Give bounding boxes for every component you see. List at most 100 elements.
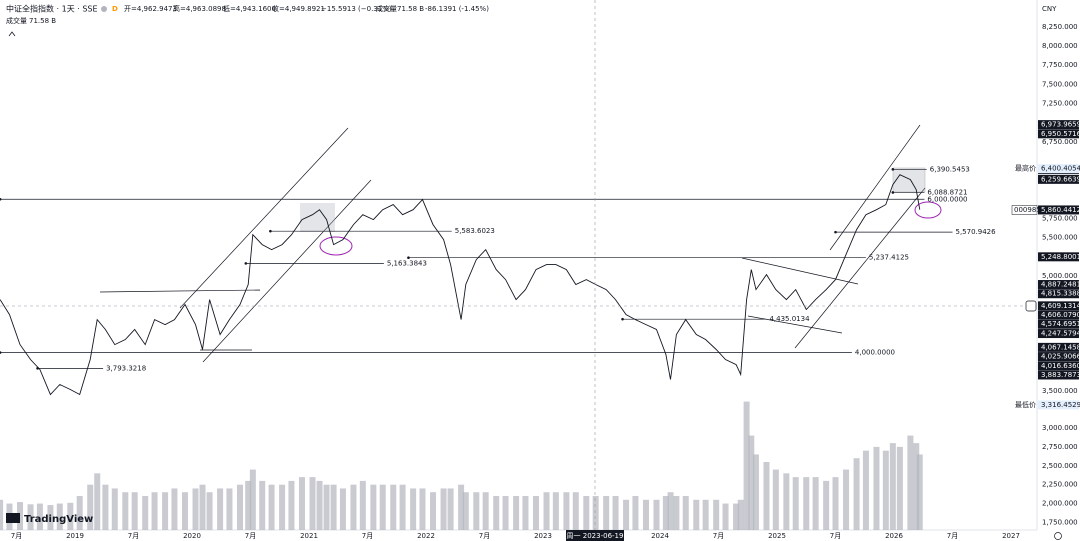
volume-bar: [323, 484, 330, 530]
y-tick-label: 5,000.000: [1042, 272, 1078, 280]
volume-bar: [249, 469, 256, 530]
volume-bar: [206, 492, 213, 530]
volume-bar: [199, 484, 206, 530]
y-tick-label: 7,750.000: [1042, 61, 1078, 69]
extreme-label: 3,316.4529: [1041, 401, 1080, 409]
volume-bar: [36, 503, 43, 530]
y-tick-label: 2,750.000: [1042, 443, 1078, 451]
volume-bar: [482, 492, 489, 530]
volume-bar: [94, 473, 101, 530]
volume-bar: [27, 504, 34, 530]
volume-bar: [693, 499, 700, 530]
level-anchor: [834, 230, 837, 234]
volume-bar: [743, 401, 750, 530]
drawings: [99, 124, 926, 363]
volume-bar: [907, 435, 914, 530]
volume-bar: [226, 488, 233, 530]
level-anchor: [891, 168, 895, 171]
volume-bar: [440, 488, 447, 530]
symbol-title[interactable]: 中证全指指数 · 1天 · SSE: [6, 4, 98, 14]
level-label: 5,163.3843: [387, 259, 427, 267]
volume-bar: [702, 499, 709, 530]
price-label: 6,950.5716: [1041, 130, 1080, 138]
last-price-box: [1038, 205, 1079, 215]
price-label: 4,574.6951: [1041, 320, 1080, 328]
volume-bar: [913, 443, 920, 530]
ohlc-low: 低=4,943.1606: [223, 4, 276, 13]
ohlc-high: 高=4,963.0898: [173, 4, 226, 13]
x-tick-label: 7月: [11, 532, 22, 540]
level-anchor: [0, 197, 2, 201]
volume-bar: [102, 484, 109, 530]
volume-bar: [309, 477, 316, 530]
trend-line: [99, 289, 261, 293]
price-label-box: [1038, 310, 1079, 320]
volume-bar: [268, 484, 275, 530]
price-label-box: [1038, 252, 1079, 262]
volume-bar: [359, 480, 366, 530]
trend-line: [741, 257, 859, 285]
volume-bar: [583, 496, 590, 530]
x-tick-label: 2026: [885, 532, 903, 540]
ohlc-open: 开=4,962.9473: [124, 5, 177, 13]
price-label: 6,973.9659: [1041, 121, 1080, 129]
ohlc-change: −15.5913 (−0.31%): [321, 5, 392, 13]
volume-bar: [843, 469, 850, 530]
price-label: 4,609.1314: [1041, 302, 1080, 310]
price-label-box: [1038, 342, 1079, 352]
volume-bar: [592, 496, 599, 530]
level-anchor: [269, 229, 272, 233]
volume-bar: [493, 496, 500, 530]
volume-bar: [131, 492, 138, 530]
level-anchor: [244, 262, 248, 265]
marks: 3,793.3218 5,163.3843 5,583.6023 4,000.0000…: [0, 165, 996, 530]
volume-bar: [502, 496, 509, 530]
y-tick-label: 1,750.000: [1042, 518, 1078, 526]
x-tick-label: 2023: [534, 532, 552, 540]
currency[interactable]: CNY: [1042, 5, 1057, 13]
y-tick-label: 3,000.000: [1042, 424, 1078, 432]
x-tick-label: 2019: [66, 532, 84, 540]
volume-bar: [316, 480, 323, 530]
price-label: 4,016.6360: [1041, 362, 1080, 370]
level-label: 3,793.3218: [106, 364, 146, 372]
volume-bar: [87, 484, 94, 530]
price-line: [0, 174, 921, 396]
add-button[interactable]: [1025, 300, 1037, 312]
volume-bar: [298, 477, 305, 530]
level-label: 6,000.0000: [927, 195, 967, 203]
volume-change: -86.1391 (-1.45%): [425, 5, 489, 13]
volume-bar: [473, 492, 480, 530]
price-label: 5,248.8001: [1041, 253, 1080, 261]
price-label-box: [1038, 329, 1079, 339]
volume-bar: [563, 492, 570, 530]
price-label: 3,883.7873: [1041, 371, 1080, 379]
volume-bar: [462, 492, 469, 530]
last-symbol: 000985: [1014, 206, 1041, 214]
extreme-label-box: [1038, 164, 1079, 174]
volume-bar: [673, 496, 680, 530]
volume-bar: [522, 496, 529, 530]
volume-bar: [47, 505, 54, 530]
volume-bar: [772, 469, 779, 530]
volume-bar: [67, 502, 74, 530]
price-label: 6,259.6639: [1041, 175, 1080, 183]
volume-bar: [513, 496, 520, 530]
volume: 成交量71.58 B: [376, 4, 424, 13]
x-tick-label: 7月: [245, 532, 256, 540]
volume-bar: [259, 480, 266, 530]
volume-bar: [632, 496, 639, 530]
collapse-button[interactable]: [8, 31, 16, 37]
volume-bar: [803, 477, 810, 530]
y-tick-label: 6,750.000: [1042, 138, 1078, 146]
volume-bar: [889, 443, 896, 530]
volume-bar: [151, 492, 158, 530]
volume-bar: [236, 484, 243, 530]
volume-bar: [713, 499, 720, 530]
volume-bar: [192, 488, 199, 530]
settings[interactable]: [1054, 532, 1062, 540]
extreme-label-box: [1038, 400, 1079, 410]
volume-row-label: 成交量: [6, 16, 27, 25]
